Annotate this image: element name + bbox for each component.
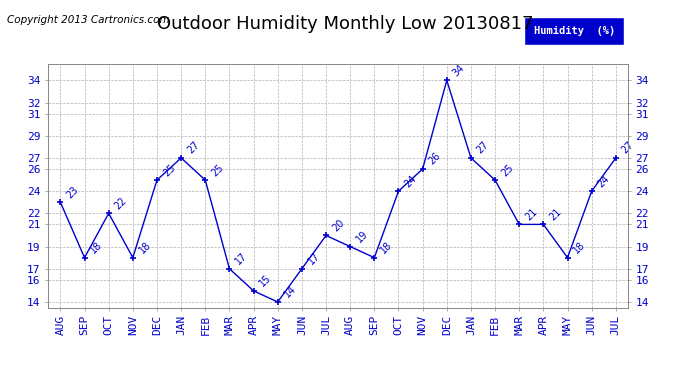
- Text: 27: 27: [186, 140, 201, 156]
- Text: 27: 27: [620, 140, 636, 156]
- Text: 18: 18: [137, 240, 152, 255]
- Text: Humidity  (%): Humidity (%): [534, 26, 615, 36]
- Text: 26: 26: [427, 151, 442, 167]
- Text: 20: 20: [331, 217, 346, 233]
- Text: Copyright 2013 Cartronics.com: Copyright 2013 Cartronics.com: [7, 15, 170, 25]
- Text: 27: 27: [475, 140, 491, 156]
- Text: 24: 24: [403, 173, 418, 189]
- Text: 25: 25: [210, 162, 226, 178]
- Text: 17: 17: [306, 251, 322, 267]
- Text: 15: 15: [258, 273, 273, 289]
- Text: 18: 18: [379, 240, 394, 255]
- Text: 34: 34: [451, 63, 466, 78]
- Text: 18: 18: [89, 240, 104, 255]
- Text: 19: 19: [355, 229, 370, 244]
- Text: 23: 23: [65, 184, 80, 200]
- Text: 14: 14: [282, 284, 297, 300]
- Text: 25: 25: [500, 162, 515, 178]
- Text: 18: 18: [572, 240, 587, 255]
- Text: 21: 21: [524, 206, 539, 222]
- Text: Outdoor Humidity Monthly Low 20130817: Outdoor Humidity Monthly Low 20130817: [157, 15, 533, 33]
- Text: 21: 21: [548, 206, 563, 222]
- Text: 22: 22: [113, 195, 129, 211]
- Text: 25: 25: [161, 162, 177, 178]
- Text: 24: 24: [596, 173, 611, 189]
- Text: 17: 17: [234, 251, 249, 267]
